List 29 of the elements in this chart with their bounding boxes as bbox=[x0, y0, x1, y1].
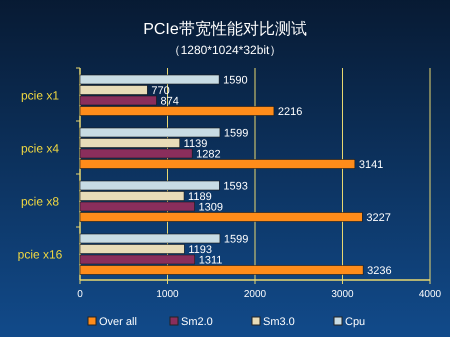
legend-label: Over all bbox=[99, 316, 137, 328]
data-label: 3236 bbox=[367, 265, 392, 277]
data-label: 1282 bbox=[196, 148, 221, 160]
data-label: 1189 bbox=[188, 191, 212, 203]
x-tick-label: 2000 bbox=[244, 289, 267, 300]
x-tick-label: 4000 bbox=[418, 289, 442, 300]
x-tick-label: 3000 bbox=[331, 289, 354, 300]
y-tick-label: pcie x1 bbox=[20, 88, 60, 102]
legend-label: Sm3.0 bbox=[263, 316, 295, 328]
data-label: 3141 bbox=[358, 159, 384, 171]
y-tick-label: pcie x4 bbox=[20, 142, 60, 156]
data-label: 3227 bbox=[366, 212, 391, 224]
data-label: 1309 bbox=[198, 202, 224, 214]
data-label: 2216 bbox=[278, 106, 302, 118]
data-label: 1593 bbox=[223, 180, 248, 192]
y-tick-label: pcie x8 bbox=[20, 194, 60, 208]
data-label: 1139 bbox=[184, 138, 208, 150]
chart-subtitle: （1280*1024*32bit） bbox=[168, 43, 282, 57]
data-label: 1590 bbox=[223, 74, 248, 86]
data-label: 1599 bbox=[224, 234, 248, 246]
legend-label: Sm2.0 bbox=[181, 316, 213, 328]
data-label: 1193 bbox=[188, 244, 212, 256]
legend-label: Cpu bbox=[345, 316, 366, 328]
y-tick-label: pcie x16 bbox=[18, 248, 63, 262]
data-label: 1311 bbox=[198, 254, 222, 266]
x-tick-label: 1000 bbox=[156, 289, 180, 300]
chart-title: PCIe带宽性能对比测试 bbox=[143, 20, 307, 38]
data-label: 1599 bbox=[224, 128, 248, 140]
x-tick-label: 0 bbox=[77, 289, 84, 300]
